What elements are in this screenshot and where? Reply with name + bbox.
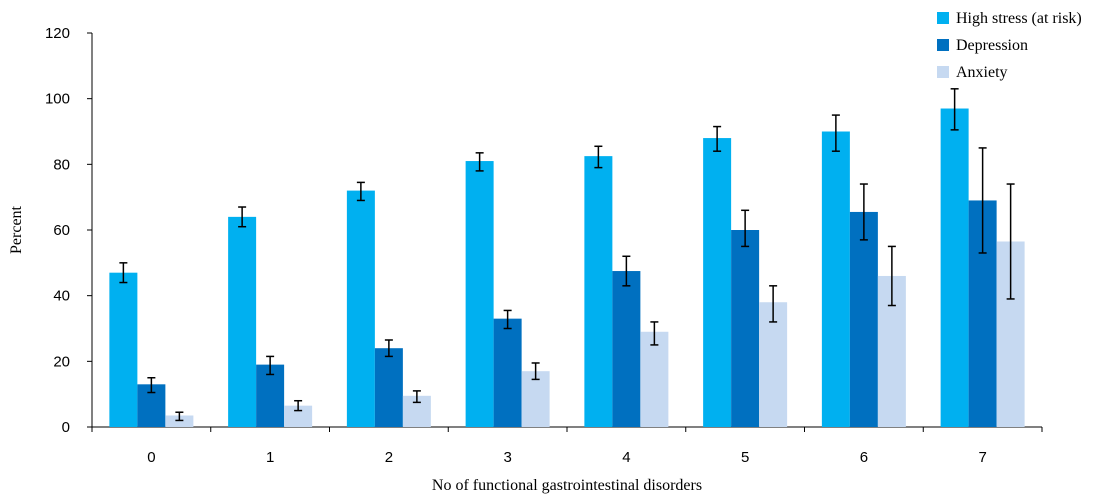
bar (640, 331, 669, 427)
bar (374, 348, 403, 427)
error-bar (769, 285, 778, 323)
y-tick-label: 20 (53, 353, 70, 370)
error-bar (384, 339, 393, 358)
bar (612, 271, 641, 427)
x-tick-label: 3 (503, 449, 511, 466)
x-tick-label: 7 (978, 449, 986, 466)
x-tick-label: 4 (622, 449, 630, 466)
legend-swatch (937, 12, 949, 24)
error-bar (713, 125, 722, 152)
error-bar (887, 245, 896, 307)
legend-label: High stress (at risk) (956, 10, 1082, 27)
legend-label: Anxiety (956, 64, 1008, 81)
legend-label: Depression (956, 37, 1028, 54)
y-axis-label: Percent (8, 205, 25, 254)
bar (165, 415, 194, 427)
legend: High stress (at risk) Depression Anxiety (937, 10, 1082, 81)
bar (109, 272, 138, 427)
error-bar (412, 390, 421, 404)
bars (109, 108, 1025, 428)
bar (493, 318, 522, 427)
error-bar (741, 209, 750, 248)
error-bar (175, 411, 184, 422)
error-bar (475, 152, 484, 172)
bar (759, 302, 788, 427)
x-tick-label: 2 (385, 449, 393, 466)
error-bar (266, 355, 275, 376)
error-bar (650, 321, 659, 346)
error-bar (594, 145, 603, 169)
error-bar (831, 114, 840, 152)
bar (703, 138, 732, 428)
bar (284, 405, 313, 427)
bar (821, 131, 850, 427)
bar (940, 108, 969, 428)
x-tick-label: 1 (266, 449, 274, 466)
x-tick-label: 6 (860, 449, 868, 466)
x-tick-label: 5 (741, 449, 749, 466)
error-bar (978, 147, 987, 254)
bar (849, 211, 878, 427)
error-bars (119, 88, 1015, 422)
y-ticks: 0 20 40 60 80 100 120 (45, 25, 92, 436)
x-axis-label: No of functional gastrointestinal disord… (432, 477, 702, 494)
bar (228, 216, 257, 427)
error-bar (622, 255, 631, 287)
x-ticks: 0 1 2 3 4 5 6 7 (91, 427, 1043, 466)
error-bar (1006, 183, 1015, 300)
bar (521, 371, 550, 427)
y-tick-label: 40 (53, 288, 70, 305)
y-tick-label: 80 (53, 156, 70, 173)
error-bar (950, 88, 959, 131)
bar (731, 230, 760, 427)
legend-swatch (937, 66, 949, 78)
bar (346, 190, 375, 427)
x-tick-label: 0 (147, 449, 155, 466)
error-bar (147, 377, 156, 394)
error-bar (531, 362, 540, 381)
error-bar (859, 183, 868, 241)
error-bar (238, 206, 247, 228)
error-bar (503, 309, 512, 330)
error-bar (119, 262, 128, 284)
bar (465, 161, 494, 428)
error-bar (294, 399, 303, 412)
y-tick-label: 0 (62, 419, 70, 436)
y-tick-label: 120 (45, 25, 70, 42)
y-tick-label: 100 (45, 91, 70, 108)
legend-swatch (937, 39, 949, 51)
y-tick-label: 60 (53, 222, 70, 239)
bar (584, 156, 613, 427)
error-bar (356, 181, 365, 202)
